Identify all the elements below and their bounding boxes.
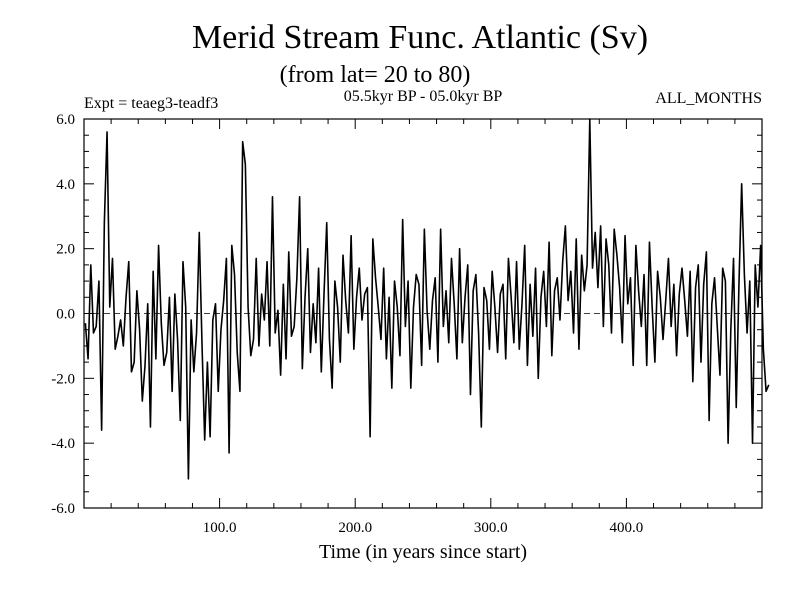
data-series-line [84,118,770,480]
y-tick-label: -6.0 [51,501,75,517]
y-tick-label: 2.0 [56,242,75,258]
period-label: 05.5kyr BP - 05.0kyr BP [344,88,503,105]
chart-subtitle: (from lat= 20 to 80) [280,62,471,88]
months-label: ALL_MONTHS [655,90,762,107]
plot-area: -6.0 -4.0 -2.0 0.0 2.0 4.0 6.0 100.0 200.0 300.0 4… [51,112,770,536]
y-tick-label: -2.0 [51,371,75,387]
x-axis-label: Time (in years since start) [319,541,527,563]
x-tick-label: 300.0 [474,520,508,536]
y-tick-label: 6.0 [56,112,75,128]
x-tick-label: 200.0 [338,520,372,536]
experiment-label: Expt = teaeg3-teadf3 [84,95,218,112]
x-tick-label: 100.0 [203,520,237,536]
chart-title: Merid Stream Func. Atlantic (Sv) [192,19,648,56]
y-tick-label: 0.0 [56,307,75,323]
y-tick-label: 4.0 [56,177,75,193]
y-tick-label: -4.0 [51,436,75,452]
plot-frame [83,118,763,509]
x-tick-label: 400.0 [610,520,644,536]
